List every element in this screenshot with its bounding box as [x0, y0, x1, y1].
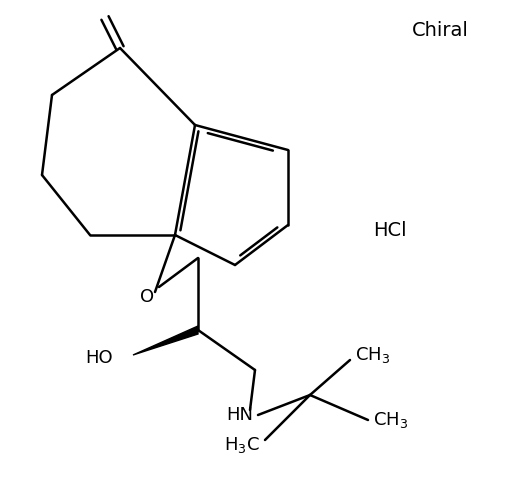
Text: Chiral: Chiral	[411, 21, 469, 39]
Text: HN: HN	[226, 406, 253, 424]
Text: CH$_3$: CH$_3$	[373, 410, 408, 430]
Text: HCl: HCl	[373, 220, 407, 240]
Text: CH$_3$: CH$_3$	[355, 345, 390, 365]
Polygon shape	[133, 326, 198, 355]
Text: HO: HO	[85, 349, 113, 367]
Text: O: O	[140, 288, 154, 306]
Text: H$_3$C: H$_3$C	[224, 435, 260, 455]
